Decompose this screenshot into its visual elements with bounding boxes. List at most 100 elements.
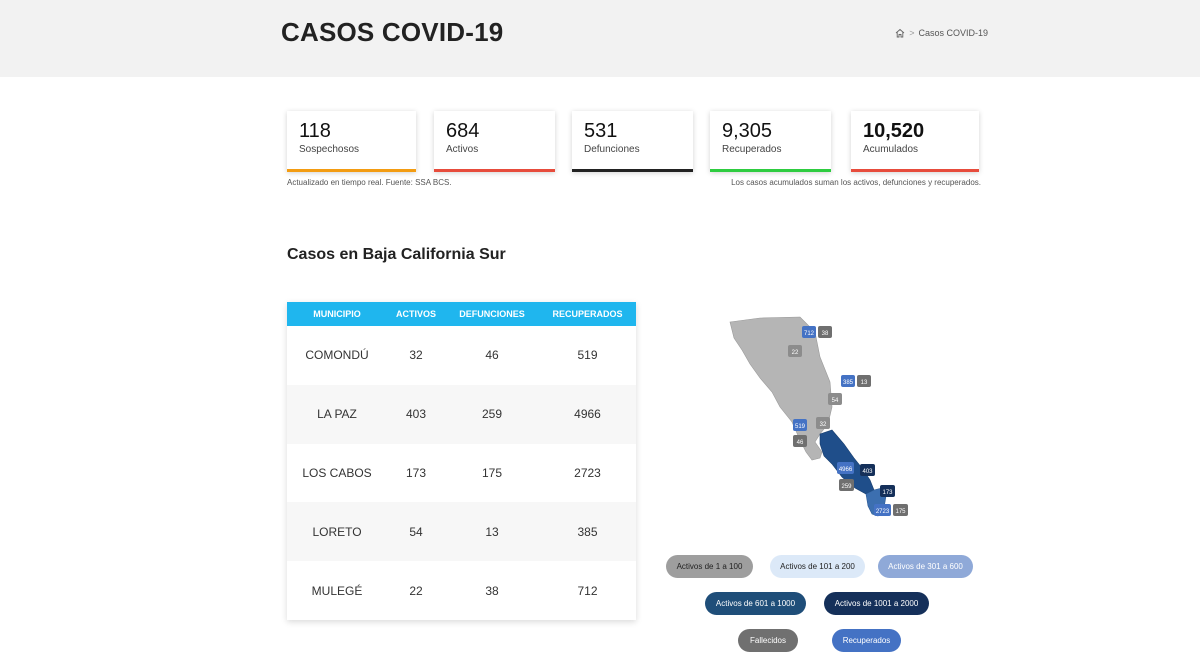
- accumulated-note: Los casos acumulados suman los activos, …: [731, 178, 981, 187]
- cell-municipio: MULEGÉ: [311, 583, 363, 598]
- source-note: Actualizado en tiempo real. Fuente: SSA …: [287, 178, 452, 187]
- map-badge-loreto-active: 54: [828, 393, 842, 405]
- cell-municipio: COMONDÚ: [305, 348, 369, 363]
- map-region-mulege[interactable]: [729, 316, 833, 461]
- legend-activos-101-200[interactable]: Activos de 101 a 200: [770, 555, 865, 578]
- column-header-municipio: MUNICIPIO: [287, 302, 387, 326]
- cell-activos: 22: [409, 583, 423, 598]
- svg-text:13: 13: [861, 380, 868, 386]
- stat-card-recuperados: 9,305 Recuperados: [710, 111, 831, 172]
- breadcrumb-separator: >: [909, 28, 915, 38]
- cell-activos: 54: [387, 502, 445, 562]
- map-badge-lapaz-recovered: 4966: [837, 462, 854, 474]
- cell-activos: 32: [409, 348, 423, 363]
- legend-activos-1001-2000[interactable]: Activos de 1001 a 2000: [824, 592, 929, 615]
- map-badge-loscabos-active: 173: [880, 485, 895, 497]
- cell-defunciones: 13: [445, 502, 539, 562]
- stat-bar: [710, 169, 831, 172]
- cell-recuperados: 712: [577, 583, 598, 598]
- page-title: CASOS COVID-19: [281, 17, 504, 47]
- svg-text:4966: 4966: [839, 467, 853, 473]
- stat-bar: [572, 169, 693, 172]
- cell-activos: 173: [405, 465, 427, 480]
- svg-text:385: 385: [843, 380, 854, 386]
- map-badge-loscabos-recovered: 2723: [874, 504, 891, 516]
- map-badge-loreto-deaths: 13: [857, 375, 871, 387]
- legend-activos-601-1000[interactable]: Activos de 601 a 1000: [705, 592, 806, 615]
- table-row: LORETO 54 13 385: [287, 502, 636, 562]
- cell-recuperados: 2723: [574, 465, 601, 480]
- breadcrumb: > Casos COVID-19: [895, 28, 988, 38]
- cases-table: MUNICIPIO ACTIVOS DEFUNCIONES RECUPERADO…: [287, 302, 636, 620]
- table-row: MULEGÉ 22 38 712: [287, 561, 636, 620]
- stat-bar: [851, 169, 979, 172]
- legend-activos-301-600[interactable]: Activos de 301 a 600: [878, 555, 973, 578]
- svg-text:259: 259: [841, 484, 852, 490]
- svg-text:2723: 2723: [876, 509, 890, 515]
- cell-defunciones: 259: [445, 384, 539, 444]
- map-badge-mulege-recovered: 712: [802, 326, 816, 338]
- cell-defunciones: 175: [481, 465, 503, 480]
- stat-label: Activos: [446, 144, 479, 155]
- cell-municipio: LOS CABOS: [302, 465, 372, 480]
- cell-defunciones: 46: [485, 348, 499, 363]
- stat-card-acumulados: 10,520 Acumulados: [851, 111, 979, 172]
- stat-label: Sospechosos: [299, 144, 360, 155]
- cell-municipio: LORETO: [287, 502, 387, 562]
- svg-text:173: 173: [882, 490, 893, 496]
- map-badge-comondu-active: 32: [816, 417, 830, 429]
- svg-text:46: 46: [797, 440, 804, 446]
- stat-bar: [287, 169, 416, 172]
- legend-fallecidos[interactable]: Fallecidos: [738, 629, 798, 652]
- stat-bar: [434, 169, 555, 172]
- column-header-defunciones: DEFUNCIONES: [445, 302, 539, 326]
- map-badge-comondu-deaths: 46: [793, 435, 807, 447]
- svg-text:403: 403: [862, 469, 873, 475]
- svg-text:32: 32: [820, 422, 827, 428]
- cell-recuperados: 4966: [539, 384, 636, 444]
- home-icon[interactable]: [895, 28, 905, 38]
- cell-recuperados: 519: [577, 348, 598, 363]
- svg-text:38: 38: [822, 331, 829, 337]
- stat-label: Recuperados: [722, 144, 782, 155]
- svg-text:712: 712: [804, 331, 815, 337]
- stat-value: 10,520: [863, 120, 925, 142]
- column-header-activos: ACTIVOS: [387, 302, 445, 326]
- stat-card-defunciones: 531 Defunciones: [572, 111, 693, 172]
- baja-california-sur-map: 712 38 22 385 13 54 519 32 46 4966 403: [729, 316, 908, 517]
- stat-card-activos: 684 Activos: [434, 111, 555, 172]
- stat-label: Acumulados: [863, 144, 919, 155]
- cell-recuperados: 385: [539, 502, 636, 562]
- map-badge-mulege-active: 22: [788, 345, 802, 357]
- legend-activos-1-100[interactable]: Activos de 1 a 100: [666, 555, 753, 578]
- column-header-recuperados: RECUPERADOS: [539, 302, 636, 326]
- stat-card-sospechosos: 118 Sospechosos: [287, 111, 416, 172]
- table-row: LA PAZ 403 259 4966: [287, 384, 636, 444]
- stat-value: 684: [446, 120, 480, 142]
- map-badge-lapaz-deaths: 259: [839, 479, 854, 491]
- stat-value: 9,305: [722, 120, 773, 142]
- cell-activos: 403: [387, 384, 445, 444]
- legend-recuperados[interactable]: Recuperados: [832, 629, 901, 652]
- page-header: CASOS COVID-19 > Casos COVID-19: [0, 0, 1200, 77]
- table-row: LOS CABOS 173 175 2723: [287, 444, 636, 503]
- section-title: Casos en Baja California Sur: [287, 246, 506, 263]
- map-badge-loscabos-deaths: 175: [893, 504, 908, 516]
- stat-label: Defunciones: [584, 144, 640, 155]
- stat-value: 118: [299, 120, 331, 142]
- table-row: COMONDÚ 32 46 519: [287, 326, 636, 385]
- svg-text:175: 175: [895, 509, 906, 515]
- breadcrumb-current: Casos COVID-19: [918, 28, 988, 38]
- table-header-row: MUNICIPIO ACTIVOS DEFUNCIONES RECUPERADO…: [287, 302, 636, 326]
- cases-table-card: MUNICIPIO ACTIVOS DEFUNCIONES RECUPERADO…: [287, 302, 636, 620]
- map-badge-loreto-recovered: 385: [841, 375, 855, 387]
- svg-text:54: 54: [832, 398, 839, 404]
- svg-text:519: 519: [795, 424, 806, 430]
- map-badge-comondu-recovered: 519: [793, 419, 807, 431]
- map-badge-lapaz-active: 403: [860, 464, 875, 476]
- svg-text:22: 22: [792, 350, 799, 356]
- stat-value: 531: [584, 120, 618, 142]
- cell-municipio: LA PAZ: [287, 384, 387, 444]
- cell-defunciones: 38: [485, 583, 499, 598]
- map-badge-mulege-deaths: 38: [818, 326, 832, 338]
